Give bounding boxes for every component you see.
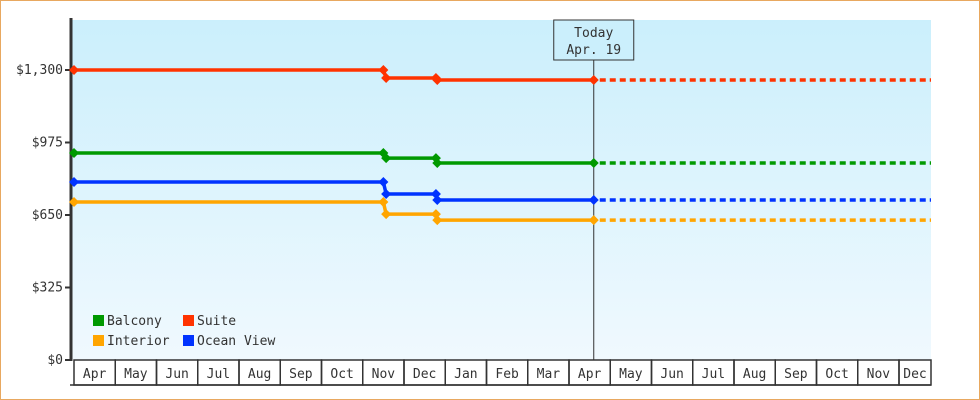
data-point-suite <box>381 73 392 84</box>
x-tick-label: Sep <box>289 367 313 382</box>
legend-swatch-ocean-view <box>183 335 194 346</box>
y-tick-label: $325 <box>32 281 63 296</box>
data-point-ocean-view <box>378 176 389 187</box>
data-point-interior <box>588 215 599 226</box>
x-tick-label: Apr <box>83 367 107 382</box>
x-tick-label: Jul <box>702 367 725 382</box>
data-point-ocean-view <box>381 189 392 200</box>
x-tick-label: Oct <box>825 367 848 382</box>
today-box <box>553 19 635 61</box>
series-line-interior <box>74 200 594 222</box>
data-point-ocean-view <box>432 195 443 206</box>
today-title: Today <box>574 26 613 41</box>
x-tick-label: Aug <box>248 367 271 382</box>
legend-label: Ocean View <box>197 334 275 349</box>
plot-area <box>71 20 931 360</box>
data-point-balcony <box>381 153 392 164</box>
series-line-ocean-view <box>74 180 594 202</box>
legend-swatch-suite <box>183 315 194 326</box>
legend-swatch-interior <box>93 335 104 346</box>
data-point-suite <box>432 75 443 86</box>
data-point-suite <box>588 75 599 86</box>
y-tick-label: $0 <box>47 353 63 368</box>
data-point-balcony <box>432 158 443 169</box>
data-point-interior <box>69 197 79 208</box>
data-point-suite <box>69 65 79 75</box>
data-point-ocean-view <box>588 195 599 206</box>
x-tick-label: May <box>124 367 148 382</box>
data-point-interior <box>381 209 392 220</box>
x-tick-label: Jan <box>454 367 477 382</box>
x-tick-label: Nov <box>867 367 891 382</box>
y-tick-label: $1,300 <box>16 63 63 78</box>
x-tick-label: Feb <box>495 367 519 382</box>
x-tick-label: Nov <box>372 367 396 382</box>
data-point-ocean-view <box>69 176 79 187</box>
today-date: Apr. 19 <box>566 43 621 58</box>
x-tick-label: May <box>619 367 643 382</box>
legend-label: Suite <box>197 314 236 329</box>
y-tick-label: $650 <box>32 208 63 223</box>
data-point-interior <box>378 197 389 208</box>
x-tick-label: Sep <box>784 367 808 382</box>
y-tick-label: $975 <box>32 136 63 151</box>
x-tick-label: Jun <box>660 367 683 382</box>
data-point-suite <box>378 65 389 75</box>
x-tick-label: Apr <box>578 367 602 382</box>
legend-label: Balcony <box>107 314 162 329</box>
data-point-balcony <box>588 158 599 169</box>
x-tick-label: Dec <box>903 367 926 382</box>
data-point-interior <box>432 215 443 226</box>
x-tick-label: Jun <box>165 367 188 382</box>
x-tick-label: Aug <box>743 367 766 382</box>
x-tick-label: Dec <box>413 367 436 382</box>
series-line-balcony <box>74 151 594 165</box>
legend-swatch-balcony <box>93 315 104 326</box>
x-tick-label: Jul <box>207 367 230 382</box>
x-tick-label: Oct <box>330 367 353 382</box>
legend-label: Interior <box>107 334 170 349</box>
x-tick-label: Mar <box>537 367 561 382</box>
data-point-balcony <box>69 147 79 158</box>
series-line-suite <box>74 68 594 82</box>
